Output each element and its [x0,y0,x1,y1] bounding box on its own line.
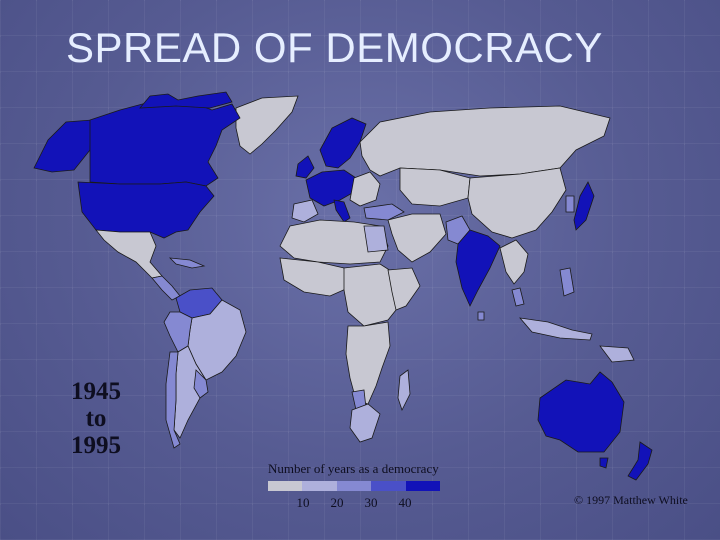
madagascar [397,369,411,412]
iberia [291,199,319,223]
legend-color-bar [268,481,441,491]
central-africa [343,263,405,327]
central-america [151,275,181,301]
south-africa [349,403,381,443]
malaysia [511,287,525,307]
legend-swatch-3 [371,481,406,491]
central-asia [399,167,471,207]
alaska [33,119,93,173]
east-africa [387,267,421,311]
legend-tick-40: 40 [398,495,412,510]
canadian-arctic [139,91,233,109]
australia [537,371,625,453]
philippines [559,267,575,297]
italy [333,199,351,223]
india [455,229,501,307]
legend-swatch-1 [302,481,337,491]
usa [77,181,215,239]
legend-tick-30: 30 [364,495,378,510]
egypt [363,225,389,253]
indonesia [519,317,593,341]
legend-swatch-2 [336,481,372,491]
period-label: 1945 to 1995 [66,378,126,459]
china [467,167,567,239]
eastern-europe [349,171,381,207]
period-start-year: 1945 [71,378,121,405]
canada [89,99,241,187]
papua-new-guinea [599,345,635,363]
copyright-notice: © 1997 Matthew White [574,493,688,507]
sri-lanka [477,311,485,321]
page-title: SPREAD OF DEMOCRACY [66,24,603,71]
tasmania [599,457,609,469]
period-to: to [85,405,107,432]
southern-africa [345,321,391,405]
southeast-asia [499,239,529,285]
period-end-year: 1995 [71,432,121,459]
scandinavia [319,117,367,169]
japan [573,181,595,231]
korea [565,195,575,213]
legend-swatch-0 [268,481,303,491]
western-europe [305,169,357,207]
russia [359,105,611,177]
legend-swatch-4 [405,481,441,491]
north-africa [279,219,389,265]
legend-tick-10: 10 [296,495,310,510]
uruguay-paraguay [193,369,209,399]
new-zealand [627,441,653,481]
legend-tick-20: 20 [330,495,344,510]
middle-east [387,213,447,263]
uk-ireland [295,155,315,179]
caribbean [168,257,206,269]
chile [165,351,181,449]
legend-title: Number of years as a democracy [268,461,439,476]
turkey [363,203,405,221]
mexico [95,229,163,279]
west-africa [279,257,349,297]
greenland [235,95,299,155]
